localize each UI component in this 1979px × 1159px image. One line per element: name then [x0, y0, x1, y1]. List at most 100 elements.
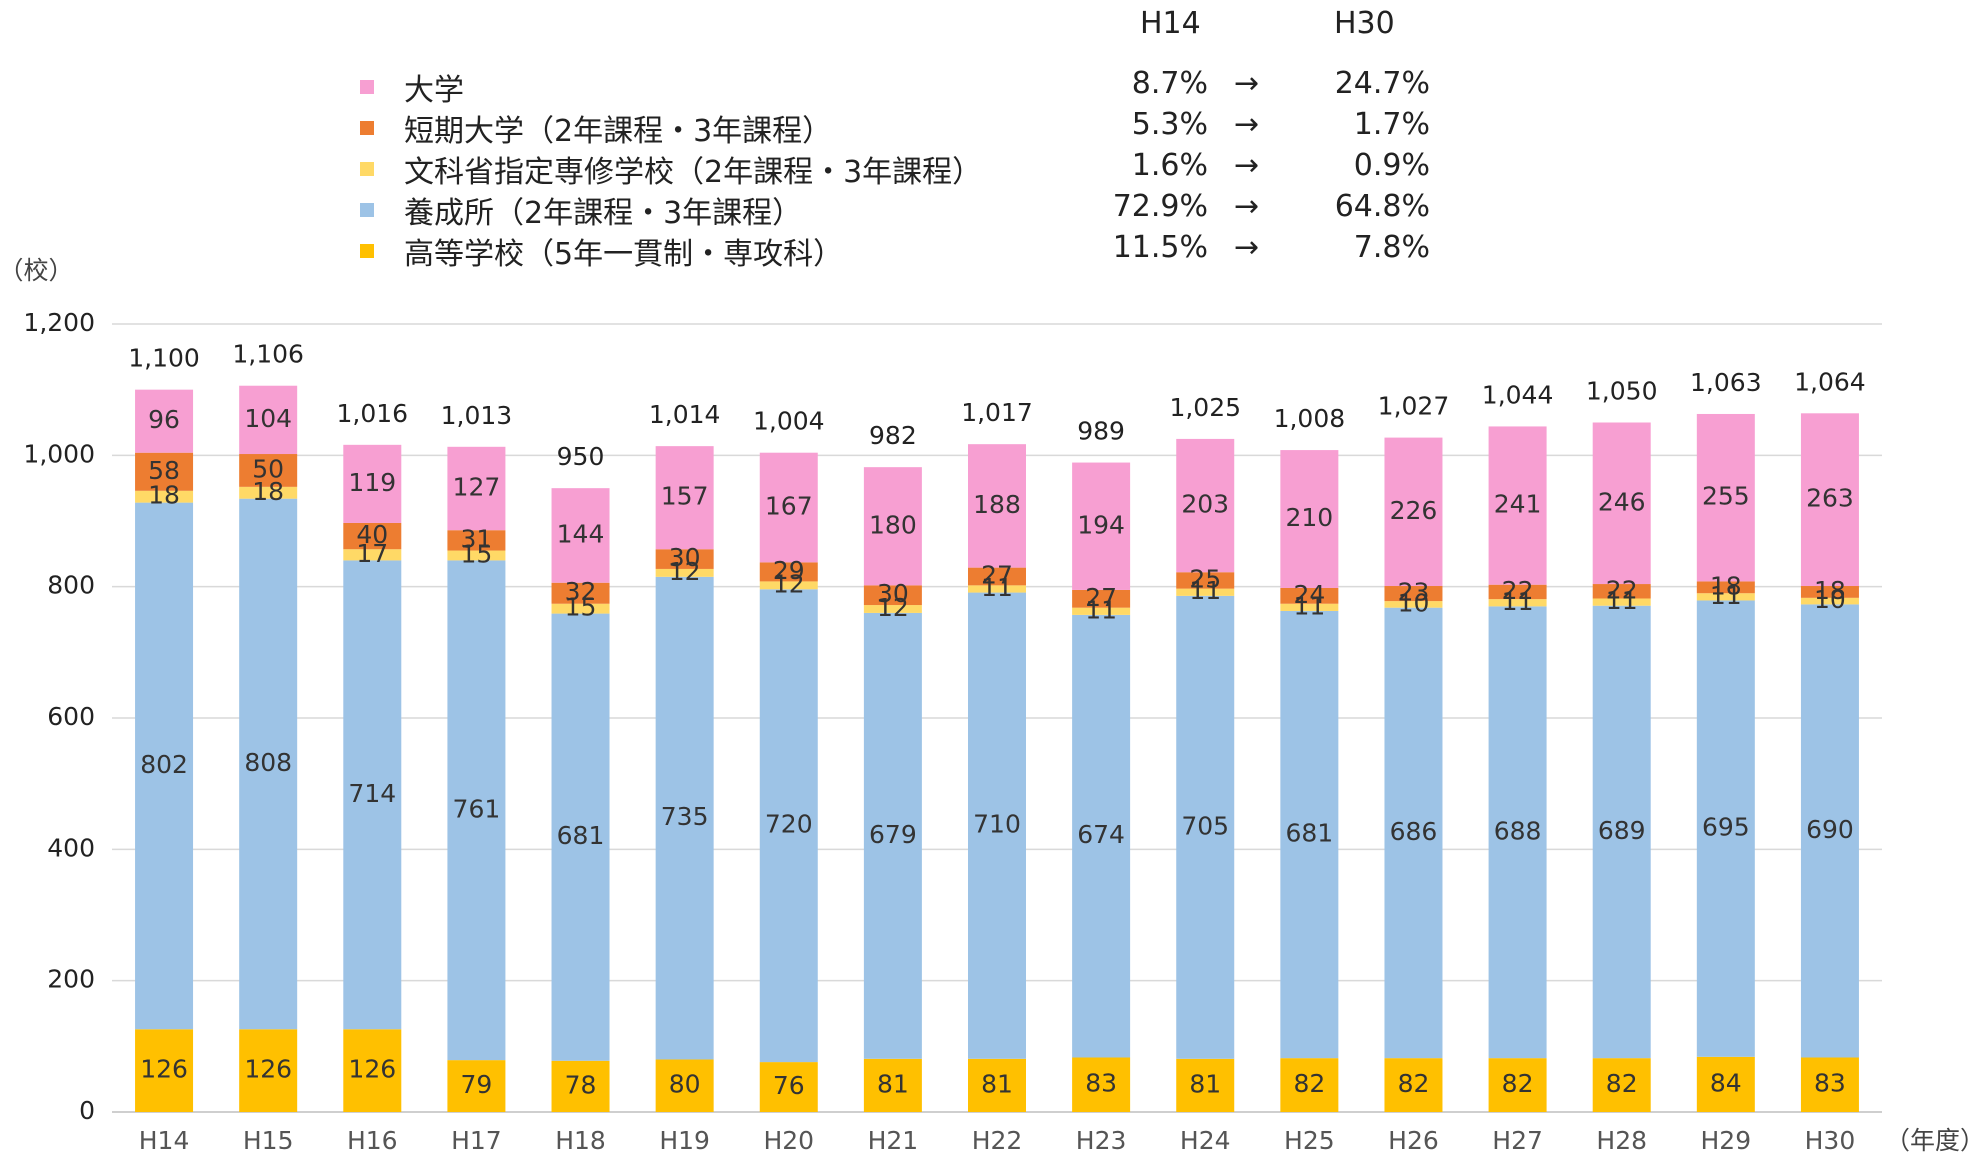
y-tick-label: 1,200: [23, 308, 95, 337]
bar-segment: [1800, 597, 1859, 605]
legend-item-vocational-school: 文科省指定専修学校（2年課程・3年課程）: [360, 148, 982, 190]
data-label: 104: [244, 404, 292, 433]
data-label: 12: [669, 557, 701, 586]
bar-segment: [135, 389, 194, 453]
bar-segment: [1800, 604, 1859, 1058]
bar-segment: [343, 444, 402, 523]
data-label: 18: [252, 477, 284, 506]
x-tick-label: H26: [1388, 1126, 1439, 1155]
bar-segment: [135, 490, 194, 503]
bar-segment: [343, 560, 402, 1030]
y-tick-label: 800: [47, 571, 95, 600]
data-label: 11: [1502, 587, 1534, 616]
legend-label: 大学: [404, 72, 464, 108]
total-label: 1,013: [441, 401, 513, 430]
bar-segment: [447, 1060, 506, 1112]
data-label: 11: [1293, 591, 1325, 620]
bar-segment: [968, 1058, 1026, 1112]
data-label: 78: [565, 1070, 597, 1099]
data-label: 10: [1398, 588, 1430, 617]
total-label: 982: [869, 421, 917, 450]
data-label: 157: [661, 482, 709, 511]
x-tick-label: H17: [451, 1126, 502, 1155]
bar-segment: [759, 589, 818, 1063]
arrow-icon: →: [1234, 66, 1260, 101]
data-label: 144: [557, 519, 605, 548]
data-label: 25: [1189, 564, 1221, 593]
bar-segment: [1800, 413, 1859, 587]
pct-to: 7.8%: [1353, 230, 1430, 265]
bar-segment: [1592, 1058, 1651, 1112]
pct-to: 24.7%: [1334, 66, 1430, 101]
pct-from: 72.9%: [1112, 189, 1208, 224]
bar-segment: [1176, 1058, 1235, 1112]
data-label: 263: [1806, 484, 1854, 513]
bar-segment: [968, 567, 1026, 586]
data-label: 690: [1806, 815, 1854, 844]
data-label: 679: [869, 820, 917, 849]
total-label: 1,004: [753, 407, 825, 436]
total-label: 1,027: [1378, 392, 1450, 421]
legend-swatch: [360, 161, 374, 176]
total-label: 1,014: [649, 400, 721, 429]
x-tick-label: H15: [243, 1126, 294, 1155]
data-label: 22: [1502, 576, 1534, 605]
bar-segment: [239, 486, 298, 499]
data-label: 79: [461, 1070, 493, 1099]
total-label: 1,050: [1586, 377, 1658, 406]
total-label: 1,017: [961, 398, 1033, 427]
x-tick-label: H20: [763, 1126, 814, 1155]
legend-swatch: [360, 120, 374, 135]
bar-segment: [863, 612, 922, 1059]
data-label: 81: [981, 1069, 1013, 1098]
data-label: 24: [1293, 580, 1325, 609]
data-label: 27: [981, 560, 1013, 589]
bar-segment: [1696, 593, 1755, 601]
bar-segment: [863, 467, 922, 586]
legend-item-high-school: 高等学校（5年一貫制・専攻科）: [360, 230, 982, 272]
pct-from: 1.6%: [1131, 148, 1208, 183]
total-label: 1,100: [128, 344, 200, 373]
x-tick-label: H22: [972, 1126, 1023, 1155]
bar-segment: [1800, 586, 1859, 598]
bar-segment: [655, 568, 714, 577]
bar-segment: [1384, 607, 1443, 1059]
x-tick-label: H16: [347, 1126, 398, 1155]
x-tick-label: H27: [1492, 1126, 1543, 1155]
x-tick-label: H23: [1076, 1126, 1127, 1155]
bar-segment: [239, 1029, 298, 1112]
pct-to: 1.7%: [1353, 107, 1430, 142]
data-label: 18: [1814, 576, 1846, 605]
data-label: 11: [1710, 581, 1742, 610]
data-label: 686: [1390, 817, 1438, 846]
pct-from: 5.3%: [1131, 107, 1208, 142]
data-label: 226: [1390, 496, 1438, 525]
x-tick-label: H19: [659, 1126, 710, 1155]
data-label: 255: [1702, 482, 1750, 511]
bar-segment: [1176, 438, 1235, 573]
data-label: 82: [1502, 1069, 1534, 1098]
bar-segment: [447, 560, 506, 1061]
x-tick-label: H28: [1596, 1126, 1647, 1155]
bar-segment: [968, 444, 1026, 568]
bar-segment: [1280, 587, 1339, 604]
data-label: 32: [565, 577, 597, 606]
bar-segment: [1384, 601, 1443, 608]
bar-segment: [1592, 605, 1651, 1059]
y-tick-label: 200: [47, 965, 95, 994]
data-label: 808: [244, 748, 292, 777]
data-label: 82: [1398, 1069, 1430, 1098]
legend-pct-university: 8.7% → 24.7%: [1100, 66, 1430, 107]
bar-segment: [1592, 598, 1651, 606]
data-label: 58: [148, 456, 180, 485]
data-label: 96: [148, 405, 180, 434]
data-label: 18: [148, 481, 180, 510]
bar-segment: [968, 592, 1026, 1059]
y-tick-label: 1,000: [23, 439, 95, 468]
x-tick-label: H14: [139, 1126, 190, 1155]
bar-segment: [447, 446, 506, 531]
bar-segment: [1696, 1056, 1755, 1112]
bar-segment: [1384, 586, 1443, 602]
pct-from: 8.7%: [1131, 66, 1208, 101]
